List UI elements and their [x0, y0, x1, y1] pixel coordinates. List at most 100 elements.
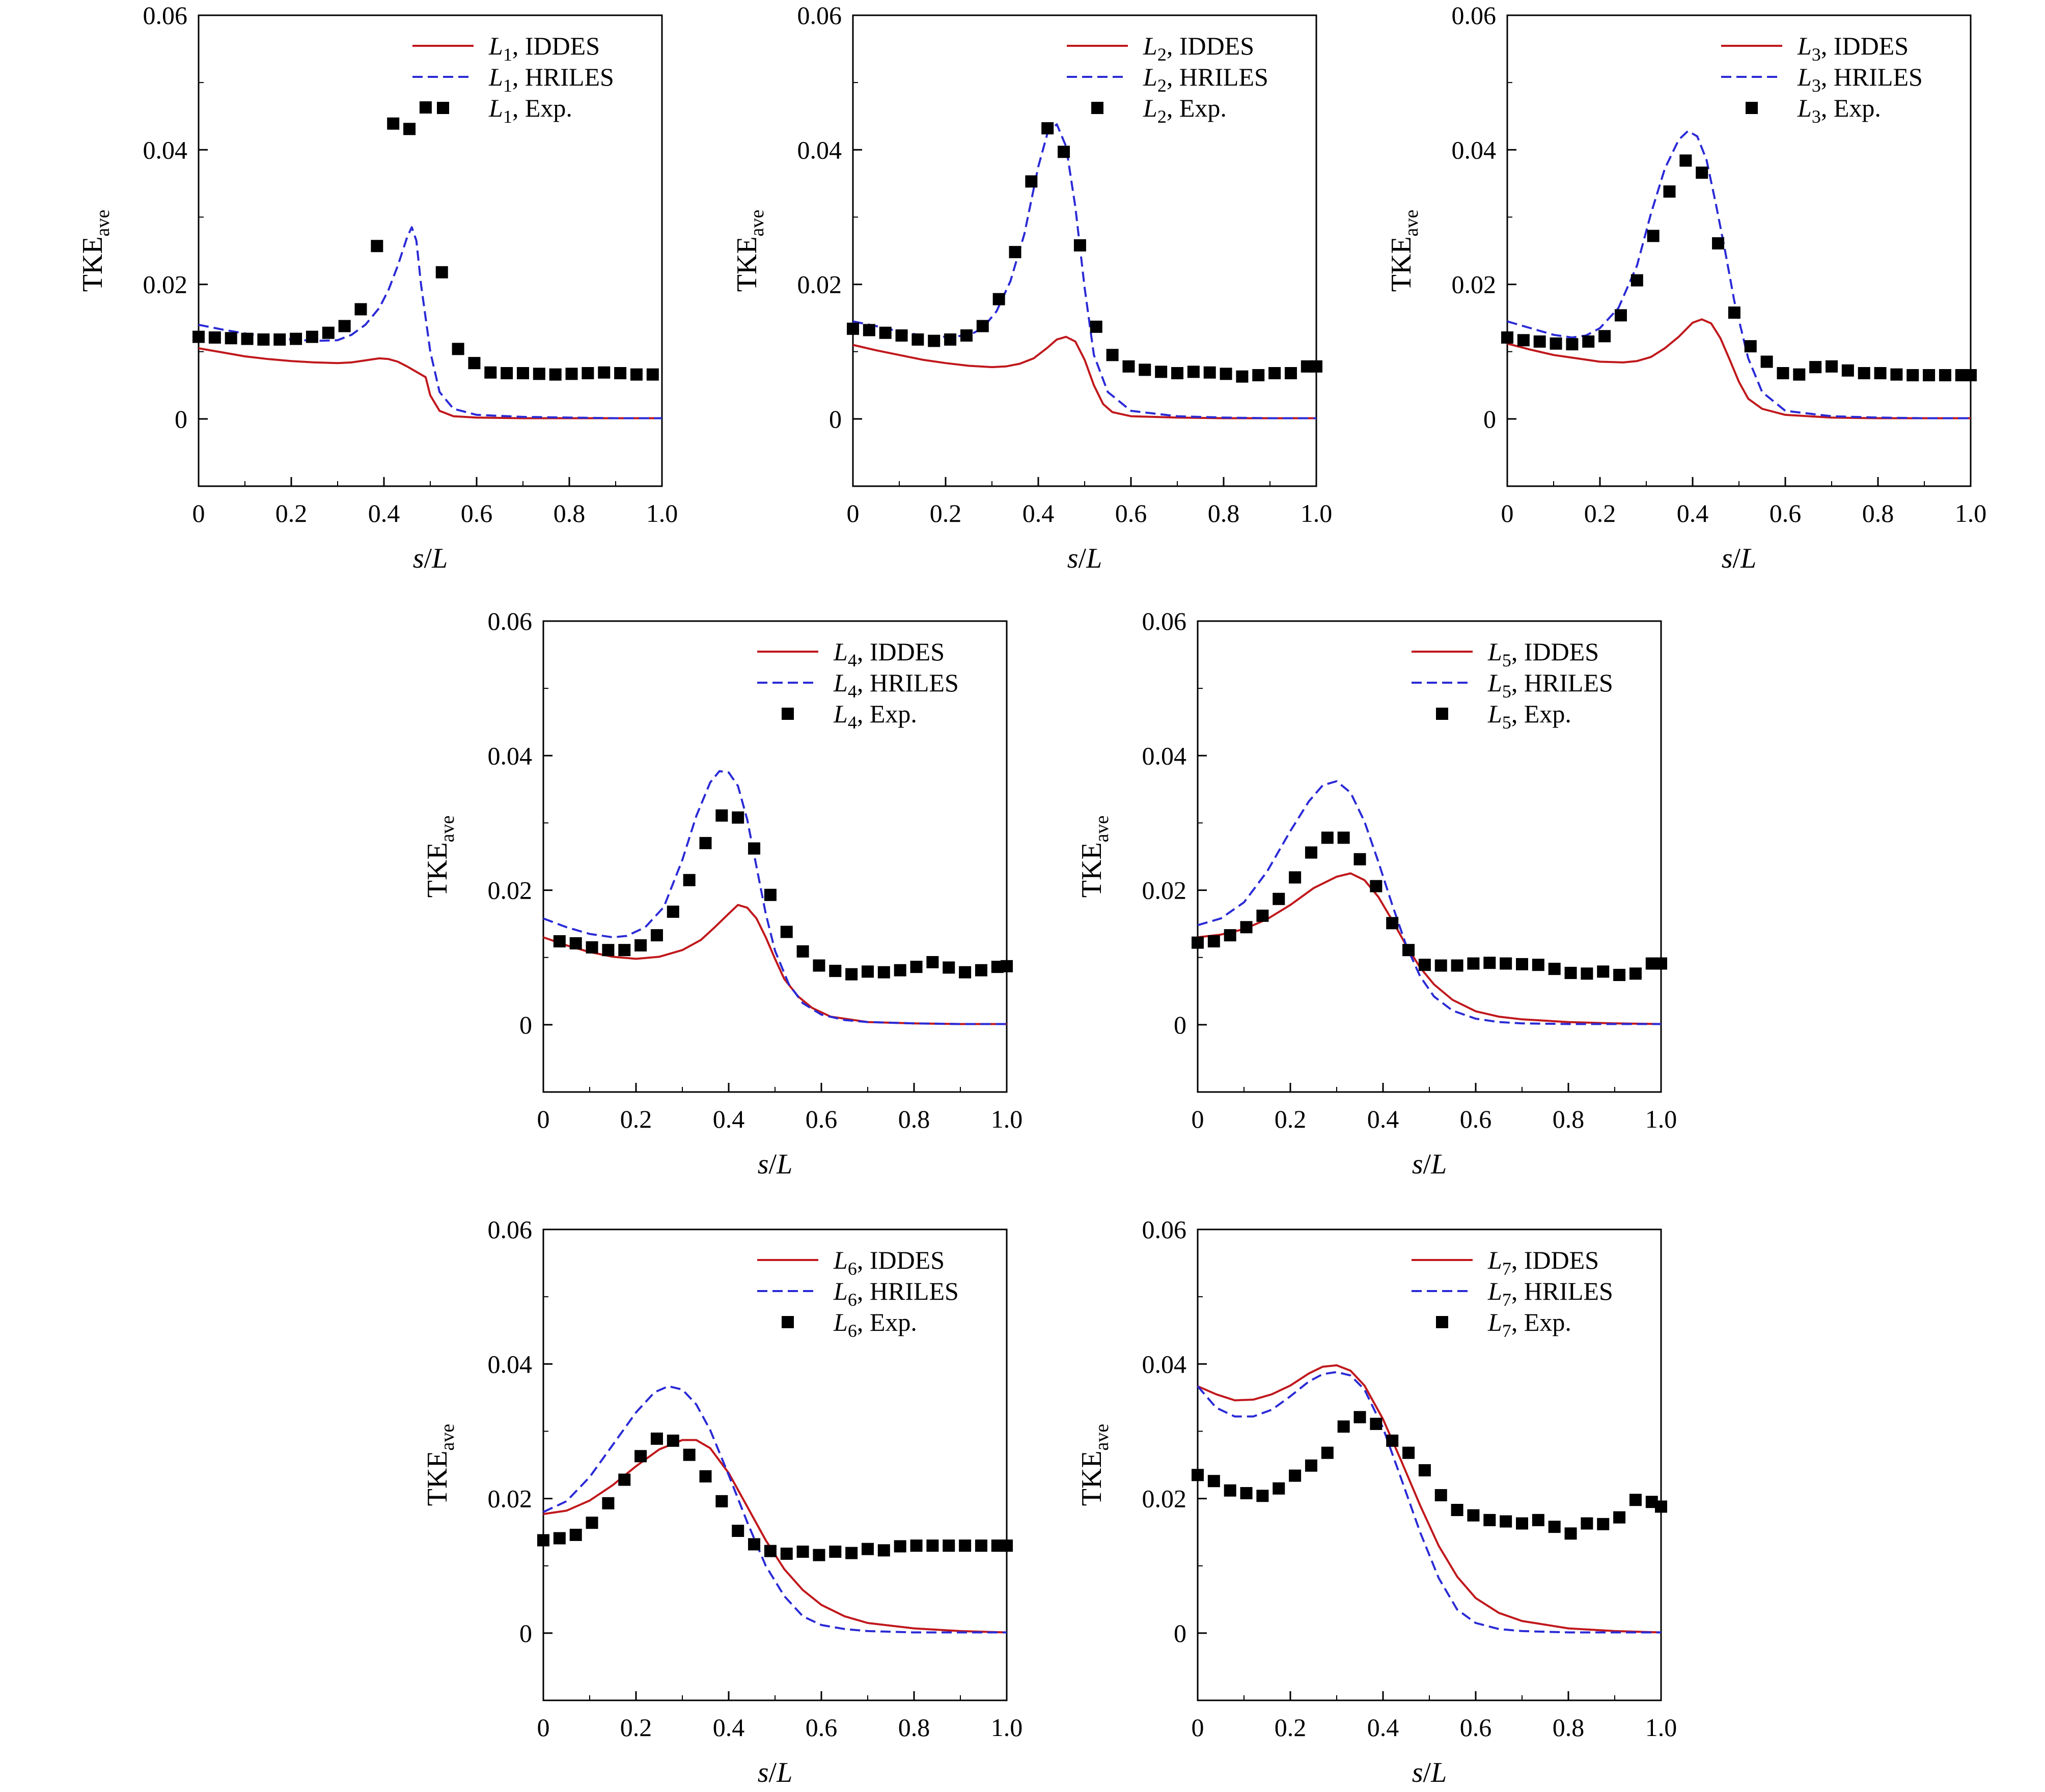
exp-marker — [813, 1549, 825, 1561]
exp-marker — [1240, 921, 1253, 934]
exp-marker — [683, 874, 696, 886]
y-axis-label: TKEave — [77, 210, 114, 292]
exp-marker — [634, 1450, 647, 1463]
panel-l1: 0 0.2 0.4 0.6 0.8 1.0 0 0.02 0.04 0.06 s/L TKEave L1… — [77, 1, 678, 574]
exp-marker — [780, 926, 793, 938]
exp-marker — [1305, 846, 1317, 859]
exp-marker — [1207, 1475, 1220, 1488]
exp-marker — [208, 331, 221, 344]
exp-marker — [1647, 230, 1660, 242]
legend-marker-exp — [437, 102, 449, 114]
x-tick-label: 0.2 — [1584, 499, 1616, 527]
exp-marker — [634, 939, 647, 951]
exp-marker — [1501, 331, 1513, 344]
exp-marker — [1321, 1446, 1334, 1459]
exp-marker — [1252, 369, 1265, 381]
legend-entry-iddes: L1, IDDES — [488, 32, 600, 65]
y-tick-label: 0.02 — [1142, 876, 1187, 905]
exp-marker — [1663, 185, 1676, 198]
exp-marker — [1923, 369, 1936, 381]
exp-marker — [1532, 1514, 1544, 1526]
exp-marker — [1581, 967, 1593, 980]
exp-marker — [1483, 1514, 1496, 1526]
legend-marker-exp — [1746, 102, 1758, 114]
x-tick-label: 0 — [847, 499, 860, 527]
exp-marker — [943, 961, 955, 974]
exp-marker — [419, 101, 432, 114]
legend-entry-hriles: L6, HRILES — [833, 1277, 959, 1310]
y-tick-label: 0 — [1174, 1011, 1186, 1039]
exp-marker — [338, 320, 351, 332]
exp-marker — [829, 1545, 842, 1558]
y-tick-label: 0.04 — [488, 741, 533, 770]
exp-marker — [1874, 367, 1887, 379]
y-tick-label: 0.06 — [143, 1, 188, 30]
legend-entry-exp: L3, Exp. — [1797, 94, 1881, 127]
exp-marker — [1614, 309, 1627, 322]
exp-marker — [1598, 330, 1611, 343]
exp-marker — [877, 1544, 890, 1557]
x-tick-label: 1.0 — [991, 1105, 1023, 1133]
exp-marker — [1548, 963, 1561, 975]
exp-marker — [1550, 337, 1562, 350]
x-axis-label: s/L — [758, 1149, 793, 1180]
y-tick-label: 0.04 — [488, 1350, 533, 1378]
y-tick-label: 0.06 — [1142, 1215, 1187, 1244]
x-tick-label: 1.0 — [1645, 1105, 1677, 1133]
y-tick-label: 0.06 — [797, 1, 842, 30]
x-tick-label: 0.8 — [1553, 1105, 1585, 1133]
x-tick-label: 0 — [1192, 1713, 1204, 1742]
exp-marker — [650, 929, 663, 942]
legend-marker-exp — [1091, 102, 1103, 114]
legend-entry-exp: L2, Exp. — [1143, 94, 1227, 127]
exp-marker — [553, 935, 566, 947]
x-tick-label: 1.0 — [646, 499, 678, 527]
exp-marker — [845, 968, 858, 981]
y-tick-label: 0.04 — [797, 135, 842, 164]
x-tick-label: 0.2 — [1275, 1713, 1307, 1742]
legend-marker-exp — [1436, 1316, 1448, 1328]
exp-marker — [667, 1434, 679, 1447]
exp-marker — [1500, 1515, 1512, 1528]
exp-marker — [387, 117, 400, 130]
x-axis-label: s/L — [758, 1757, 793, 1788]
legend-entry-hriles: L3, HRILES — [1797, 63, 1923, 96]
exp-marker — [602, 944, 615, 957]
exp-marker — [1353, 1411, 1366, 1423]
exp-marker — [618, 944, 631, 957]
legend-entry-hriles: L4, HRILES — [833, 668, 959, 702]
exp-marker — [1679, 154, 1692, 167]
exp-marker — [1451, 1504, 1463, 1517]
legend-entry-iddes: L3, IDDES — [1797, 32, 1909, 65]
iddes-line — [198, 347, 662, 419]
exp-marker — [732, 811, 744, 824]
exp-marker — [257, 333, 270, 346]
exp-marker — [1192, 1469, 1204, 1481]
exp-marker — [894, 1540, 906, 1553]
legend-entry-hriles: L2, HRILES — [1143, 63, 1268, 96]
iddes-line — [543, 1439, 1007, 1634]
exp-marker — [1220, 368, 1232, 380]
y-axis-label: TKEave — [1386, 210, 1422, 292]
exp-marker — [1434, 1489, 1447, 1501]
exp-marker — [1655, 1500, 1667, 1513]
exp-marker — [354, 303, 367, 316]
legend-entry-hriles: L1, HRILES — [488, 63, 614, 96]
y-tick-label: 0 — [1483, 405, 1496, 433]
exp-marker — [960, 329, 973, 342]
exp-marker — [1187, 366, 1200, 378]
x-tick-label: 0.6 — [461, 499, 493, 527]
exp-marker — [1192, 936, 1204, 949]
legend-entry-iddes: L6, IDDES — [833, 1246, 945, 1279]
y-tick-label: 0.06 — [1142, 607, 1187, 635]
exp-marker — [1696, 166, 1708, 179]
legend-entry-exp: L6, Exp. — [833, 1308, 917, 1341]
exp-marker — [748, 842, 761, 855]
y-axis-label: TKEave — [731, 210, 768, 292]
hriles-line — [198, 226, 662, 419]
exp-marker — [1370, 1417, 1383, 1430]
exp-marker — [1155, 366, 1168, 378]
exp-marker — [926, 1539, 939, 1552]
exp-marker — [1500, 957, 1512, 970]
y-axis-label: TKEave — [422, 816, 458, 898]
